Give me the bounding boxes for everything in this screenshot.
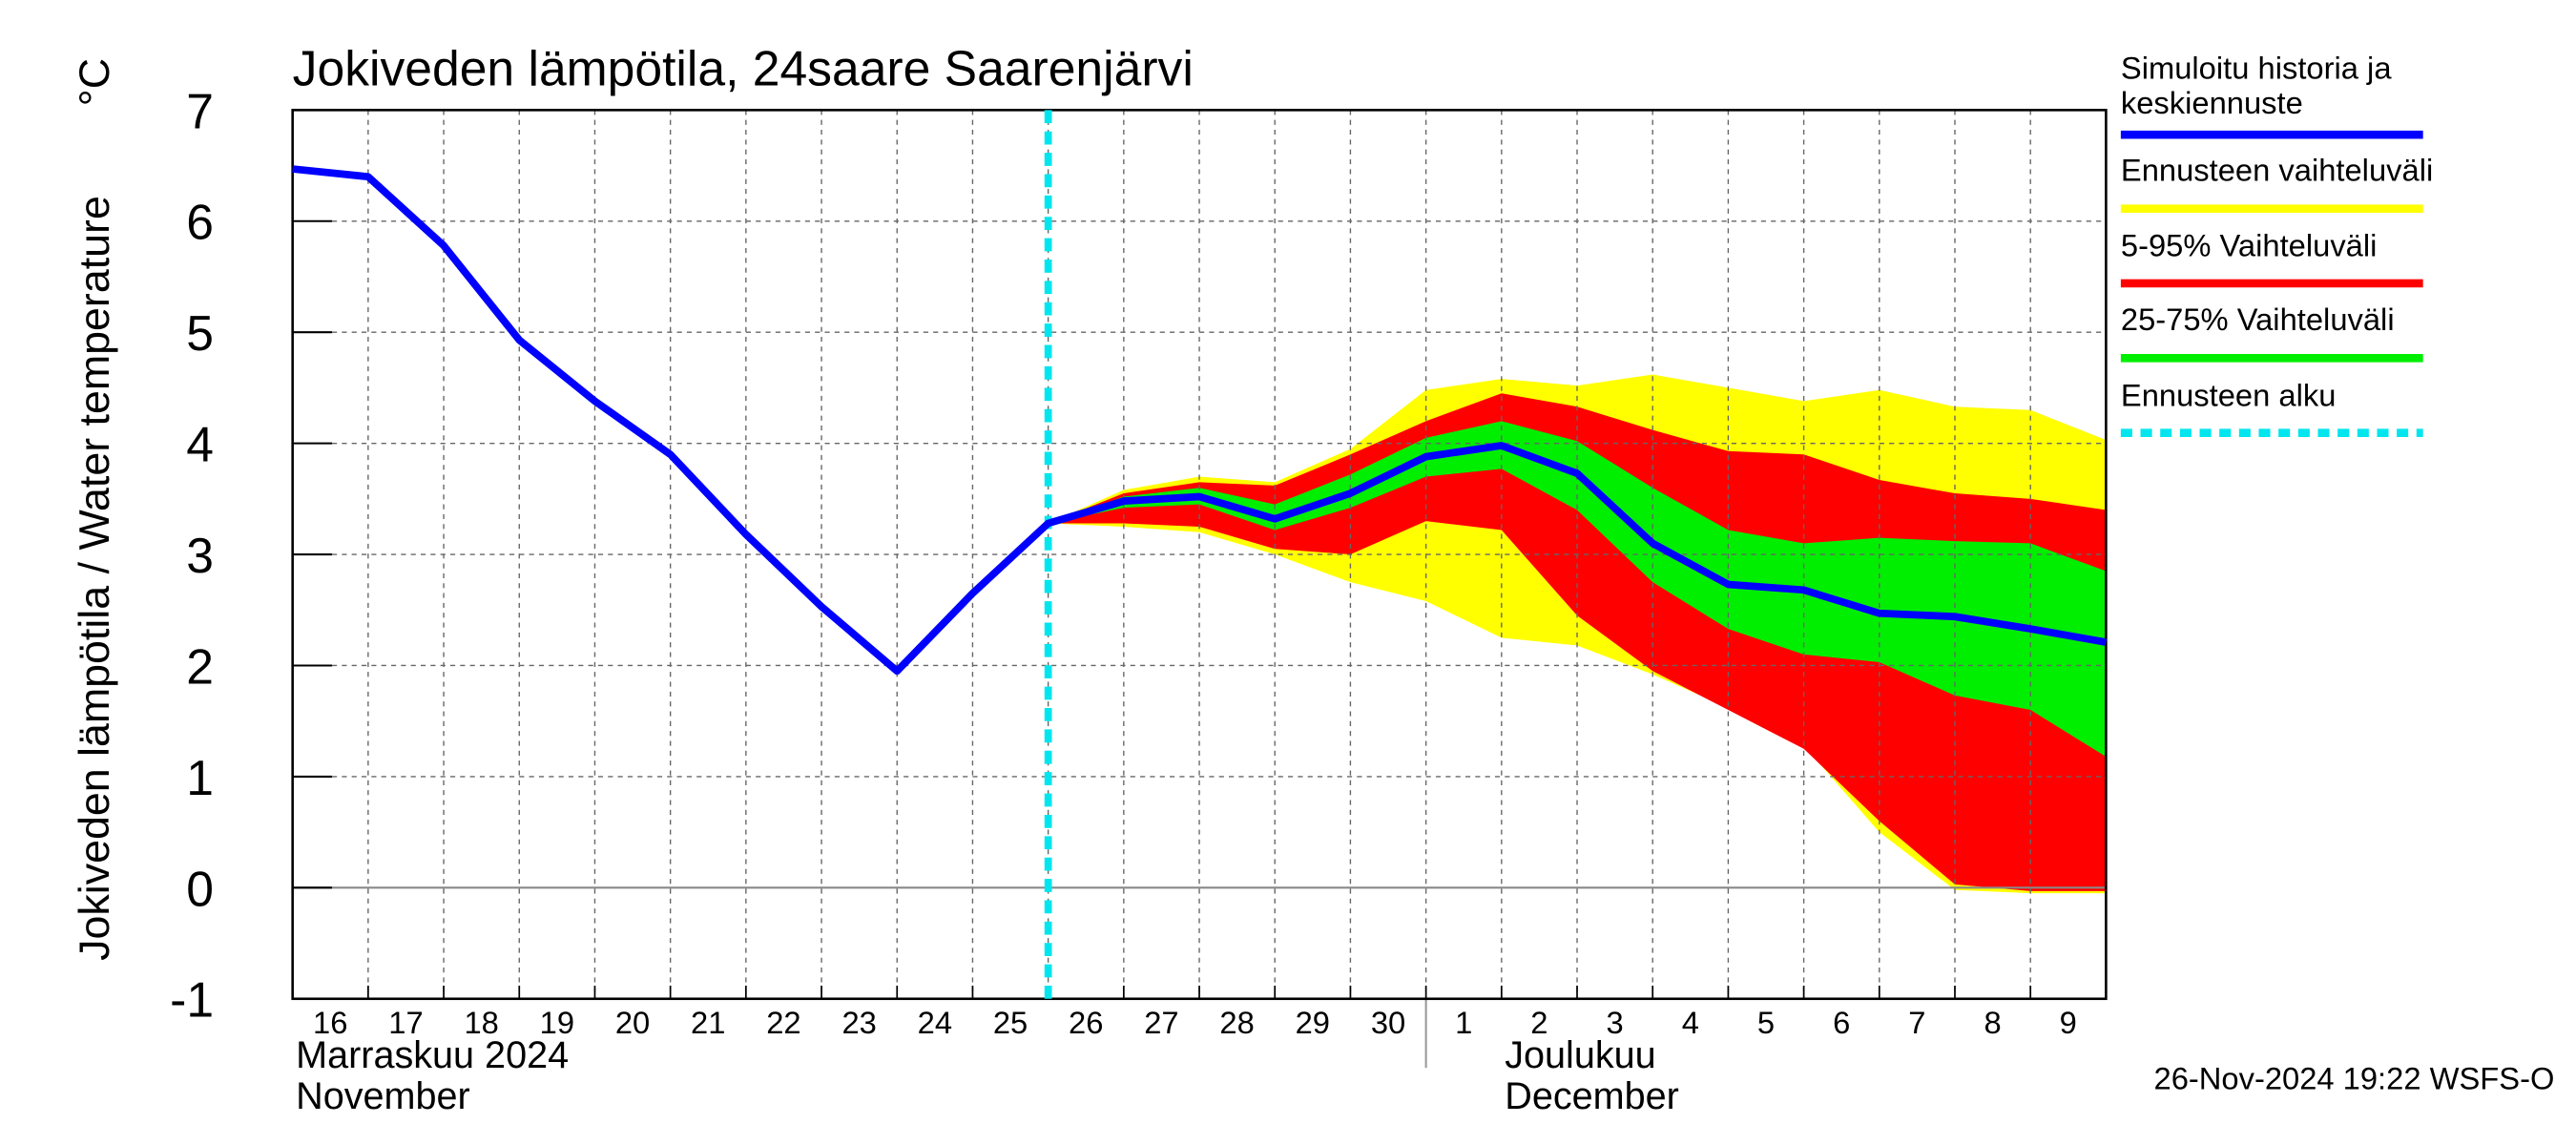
x-tick-label: 4 bbox=[1682, 1005, 1699, 1040]
x-tick-label: 29 bbox=[1296, 1005, 1330, 1040]
x-tick-label: 21 bbox=[691, 1005, 725, 1040]
y-tick-label: 1 bbox=[186, 750, 214, 805]
month-label: December bbox=[1505, 1075, 1679, 1117]
x-tick-label: 16 bbox=[313, 1005, 347, 1040]
x-tick-label: 23 bbox=[841, 1005, 876, 1040]
x-tick-label: 17 bbox=[388, 1005, 423, 1040]
legend-label: Ennusteen alku bbox=[2120, 378, 2337, 413]
x-tick-label: 26 bbox=[1069, 1005, 1103, 1040]
legend-label: Ennusteen vaihteluväli bbox=[2120, 154, 2434, 189]
x-tick-label: 27 bbox=[1144, 1005, 1178, 1040]
month-label: Joulukuu bbox=[1505, 1034, 1655, 1076]
x-tick-label: 18 bbox=[464, 1005, 498, 1040]
legend-entry: Simuloitu historia ja keskiennuste bbox=[2120, 52, 2392, 122]
legend-entry: 5-95% Vaihteluväli bbox=[2120, 229, 2378, 264]
x-tick-label: 9 bbox=[2060, 1005, 2077, 1040]
x-tick-label: 1 bbox=[1455, 1005, 1472, 1040]
plot-frame bbox=[291, 109, 2108, 1001]
legend-entry: Ennusteen alku bbox=[2120, 378, 2337, 413]
x-tick-label: 3 bbox=[1607, 1005, 1624, 1040]
x-tick-label: 2 bbox=[1530, 1005, 1548, 1040]
chart-title: Jokiveden lämpötila, 24saare Saarenjärvi bbox=[293, 41, 1194, 96]
x-tick-label: 30 bbox=[1371, 1005, 1405, 1040]
y-tick-label: 7 bbox=[186, 83, 214, 138]
x-tick-label: 7 bbox=[1908, 1005, 1925, 1040]
y-tick-label: 3 bbox=[186, 528, 214, 583]
x-tick-label: 24 bbox=[918, 1005, 952, 1040]
legend-label: Simuloitu historia ja keskiennuste bbox=[2120, 52, 2392, 122]
y-axis-unit: °C bbox=[71, 58, 118, 106]
y-tick-label: 4 bbox=[186, 417, 214, 472]
legend-entry: Ennusteen vaihteluväli bbox=[2120, 154, 2434, 189]
x-tick-label: 28 bbox=[1219, 1005, 1254, 1040]
month-label: November bbox=[296, 1075, 470, 1117]
y-tick-label: 5 bbox=[186, 305, 214, 361]
legend-entry: 25-75% Vaihteluväli bbox=[2120, 303, 2395, 339]
y-tick-label: 0 bbox=[186, 861, 214, 916]
y-tick-label: -1 bbox=[170, 972, 214, 1028]
y-tick-label: 2 bbox=[186, 638, 214, 694]
timestamp: 26-Nov-2024 19:22 WSFS-O bbox=[2154, 1060, 2555, 1095]
series-line bbox=[292, 165, 2108, 676]
x-tick-label: 20 bbox=[615, 1005, 650, 1040]
y-tick-label: 6 bbox=[186, 195, 214, 250]
y-axis-label: Jokiveden lämpötila / Water temperature bbox=[71, 196, 118, 961]
x-tick-label: 5 bbox=[1757, 1005, 1775, 1040]
x-tick-label: 19 bbox=[540, 1005, 574, 1040]
x-tick-label: 8 bbox=[1984, 1005, 2001, 1040]
x-tick-label: 25 bbox=[993, 1005, 1028, 1040]
x-tick-label: 22 bbox=[766, 1005, 800, 1040]
month-label: Marraskuu 2024 bbox=[296, 1034, 569, 1076]
legend-label: 5-95% Vaihteluväli bbox=[2120, 229, 2378, 264]
x-tick-label: 6 bbox=[1833, 1005, 1850, 1040]
legend-label: 25-75% Vaihteluväli bbox=[2120, 303, 2395, 339]
